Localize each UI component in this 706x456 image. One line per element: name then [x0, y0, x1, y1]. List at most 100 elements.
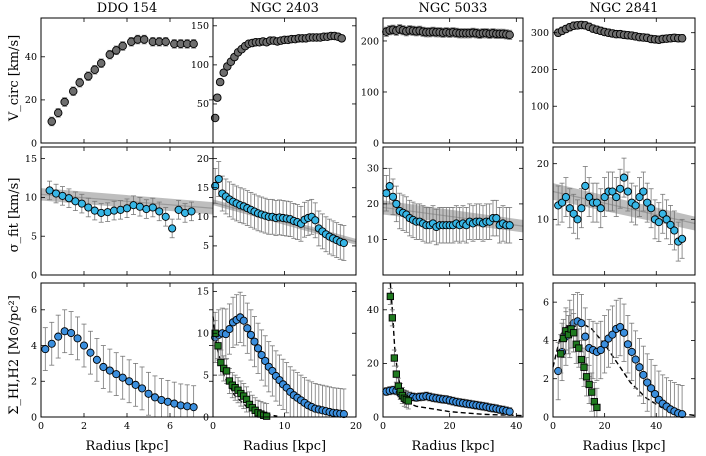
- x-tick-label: 40: [510, 421, 522, 432]
- y-tick-label: 20: [197, 154, 209, 165]
- panel-ddo154-sigma: 0 5 10 15: [25, 146, 214, 281]
- y-tick-label: 40: [367, 305, 379, 316]
- data-point: [168, 224, 177, 233]
- data-point: [505, 30, 514, 40]
- panel-ngc5033-sigma: 10 20 30: [367, 146, 524, 276]
- data-point: [643, 378, 652, 387]
- data-point: [41, 345, 50, 354]
- data-point: [131, 380, 140, 389]
- data-point: [623, 187, 632, 196]
- panel-ngc2841-vcirc: 100 200 300: [531, 17, 696, 144]
- data-point: [647, 384, 656, 393]
- data-point-h2: [386, 292, 394, 301]
- data-point-h2: [262, 412, 271, 420]
- data-point: [561, 193, 570, 202]
- data-point: [311, 216, 320, 225]
- data-point: [647, 204, 656, 213]
- data-point-h2: [575, 344, 583, 352]
- y-tick-label: 0: [31, 270, 37, 281]
- data-point: [137, 384, 147, 393]
- x-tick-label: 40: [650, 421, 662, 432]
- column-title-ngc2841: NGC 2841: [590, 1, 659, 16]
- data-point: [677, 33, 687, 43]
- y-tick-label: 15: [25, 154, 37, 165]
- data-point: [47, 339, 56, 348]
- column-title-ddo154: DDO 154: [97, 1, 157, 16]
- column-title-ngc2403: NGC 2403: [250, 1, 319, 16]
- panel-frame: [212, 282, 357, 418]
- x-tick-label: 10: [278, 421, 290, 432]
- data-point: [161, 212, 170, 221]
- y-tick-label: 5: [203, 241, 209, 252]
- data-point: [631, 201, 640, 210]
- panel-ngc2403-vcirc: 50 100 150: [191, 17, 357, 144]
- data-point: [111, 46, 121, 55]
- data-point: [189, 39, 198, 49]
- y-tick-label: 5: [31, 232, 37, 243]
- data-point: [86, 348, 95, 357]
- data-point: [68, 87, 78, 96]
- x-tick-label: 20: [444, 421, 456, 432]
- data-point: [67, 328, 76, 338]
- data-point-h2: [588, 388, 596, 396]
- y-axis-label-sigma: σ_fit [km/s]: [7, 178, 22, 253]
- data-point: [569, 209, 578, 218]
- data-point-h2: [580, 363, 588, 371]
- y-tick-label: 100: [531, 102, 549, 113]
- y-tick-label: 0: [31, 138, 37, 149]
- data-point: [250, 337, 259, 346]
- y-tick-label: 10: [197, 329, 209, 340]
- data-point: [54, 332, 63, 341]
- panel-ddo154-vcirc: 0 20 40: [25, 17, 214, 149]
- y-tick-label: 40: [25, 52, 37, 63]
- model-curve: [552, 320, 696, 417]
- x-axis-label-col4: Radius [kpc]: [582, 439, 665, 454]
- data-point: [79, 341, 89, 350]
- panel-ngc5033-vcirc: 0 100 200: [361, 17, 524, 149]
- data-point-h2: [390, 354, 398, 362]
- data-point-h2: [593, 403, 601, 412]
- data-point: [99, 362, 108, 372]
- data-point: [600, 193, 609, 202]
- y-tick-label: 10: [197, 212, 209, 223]
- data-point: [75, 78, 84, 87]
- data-point: [246, 330, 255, 339]
- y-tick-label: 20: [25, 95, 37, 106]
- data-point: [253, 344, 263, 353]
- data-point: [47, 117, 57, 126]
- x-tick-label: 20: [350, 421, 362, 432]
- panel-frame: [552, 17, 696, 144]
- data-point: [187, 207, 196, 216]
- data-point: [148, 203, 157, 212]
- y-tick-label: 2: [543, 374, 549, 385]
- y-tick-label: 2: [31, 377, 37, 388]
- data-point: [678, 234, 687, 243]
- y-tick-label: 0: [373, 412, 379, 423]
- data-point: [225, 325, 234, 334]
- data-point: [105, 366, 114, 375]
- data-point: [73, 334, 82, 343]
- data-point: [492, 214, 501, 223]
- data-point: [189, 403, 198, 412]
- y-tick-label: 0: [373, 138, 379, 149]
- x-tick-label: 0: [38, 421, 44, 432]
- y-tick-label: 20: [537, 159, 549, 170]
- panel-ngc2841-sigma: 10 20: [537, 146, 696, 276]
- data-point: [261, 356, 270, 365]
- data-point: [623, 340, 632, 349]
- data-point: [161, 37, 170, 46]
- data-point: [118, 41, 127, 51]
- data-point: [239, 316, 248, 325]
- data-point-h2: [557, 350, 565, 358]
- data-point: [84, 203, 93, 212]
- data-point: [125, 377, 134, 386]
- data-point: [573, 215, 582, 224]
- data-point-h2: [577, 355, 586, 364]
- data-point-h2: [582, 373, 591, 381]
- data-point: [581, 181, 590, 191]
- panel-ngc2403-sigma: 5 10 15 20: [197, 146, 357, 276]
- y-tick-label: 0: [543, 412, 549, 423]
- data-point: [643, 198, 652, 207]
- y-tick-label: 10: [537, 215, 549, 226]
- data-point: [155, 207, 164, 216]
